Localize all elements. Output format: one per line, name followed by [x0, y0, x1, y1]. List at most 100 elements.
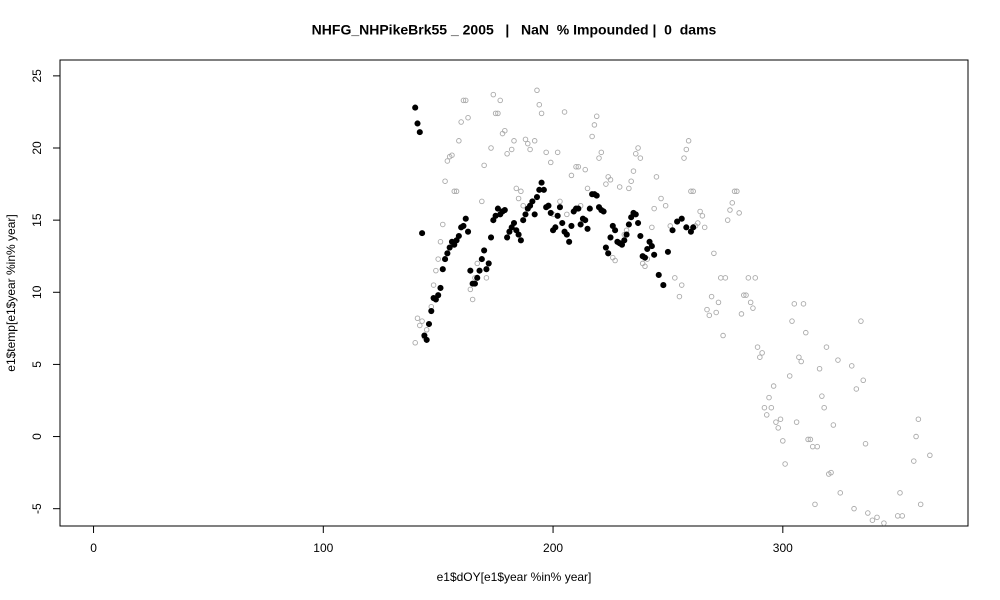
- point: [442, 178, 448, 184]
- point: [444, 158, 451, 164]
- point: [777, 416, 784, 422]
- point: [743, 292, 749, 298]
- point: [554, 149, 561, 156]
- point: [635, 145, 641, 151]
- point: [490, 91, 497, 98]
- point: [602, 244, 609, 251]
- point: [662, 202, 669, 209]
- point: [478, 256, 485, 263]
- point: [722, 275, 729, 281]
- point: [780, 438, 786, 444]
- point: [423, 336, 430, 343]
- point: [543, 149, 549, 156]
- point: [757, 354, 763, 360]
- point: [678, 282, 685, 288]
- point: [584, 185, 591, 192]
- point: [747, 299, 754, 306]
- point: [798, 358, 804, 365]
- point: [828, 469, 834, 476]
- point: [865, 510, 871, 516]
- point: [768, 404, 775, 411]
- point: [724, 217, 731, 223]
- point: [641, 254, 649, 261]
- point: [690, 188, 696, 195]
- point: [577, 221, 584, 228]
- point: [598, 149, 605, 156]
- point: [821, 404, 827, 411]
- point: [913, 433, 919, 440]
- point: [435, 256, 441, 262]
- point: [807, 436, 814, 443]
- point: [676, 293, 683, 300]
- point: [927, 452, 933, 459]
- point: [573, 164, 579, 170]
- point: [455, 232, 462, 240]
- point: [695, 220, 701, 226]
- point: [593, 113, 600, 120]
- point: [533, 194, 541, 201]
- point: [593, 192, 600, 199]
- point: [561, 109, 568, 115]
- point: [667, 223, 673, 229]
- point: [527, 146, 533, 153]
- point: [637, 155, 644, 161]
- y-tick-label: 5: [30, 361, 44, 368]
- point: [476, 267, 483, 274]
- point: [511, 138, 517, 144]
- point: [711, 250, 717, 257]
- x-axis-label: e1$dOY[e1$year %in% year]: [437, 570, 592, 584]
- point: [483, 266, 490, 273]
- x-tick-label: 0: [90, 541, 97, 555]
- point: [495, 110, 501, 117]
- point: [697, 208, 703, 215]
- point: [915, 416, 922, 422]
- point: [773, 419, 779, 425]
- point: [745, 275, 752, 281]
- point: [789, 318, 795, 324]
- point: [793, 419, 800, 425]
- point: [529, 198, 536, 205]
- point: [456, 138, 462, 144]
- point: [471, 280, 478, 287]
- point: [791, 301, 798, 307]
- point: [621, 237, 628, 244]
- point: [637, 232, 644, 240]
- point: [830, 422, 837, 428]
- point: [664, 248, 671, 255]
- point: [612, 227, 619, 234]
- point: [683, 146, 690, 153]
- point: [796, 354, 802, 360]
- point: [531, 211, 538, 218]
- point: [586, 205, 593, 212]
- point: [858, 318, 864, 324]
- y-tick-label: 10: [30, 285, 44, 299]
- point: [690, 224, 697, 231]
- point: [819, 393, 825, 399]
- point: [435, 292, 442, 299]
- point: [419, 318, 425, 324]
- point: [766, 394, 772, 401]
- point: [423, 327, 430, 333]
- point: [814, 443, 821, 450]
- point: [538, 110, 545, 117]
- point: [786, 373, 793, 379]
- point: [547, 209, 554, 216]
- point: [458, 119, 464, 125]
- point: [616, 184, 623, 190]
- point: [556, 204, 564, 211]
- point: [419, 230, 426, 237]
- point: [504, 151, 510, 157]
- point: [681, 155, 687, 161]
- point: [464, 228, 472, 235]
- point: [720, 332, 726, 339]
- point: [607, 176, 614, 183]
- point: [704, 306, 710, 313]
- point: [874, 514, 880, 521]
- point: [446, 244, 453, 251]
- point: [837, 490, 844, 496]
- point: [860, 377, 866, 384]
- point: [897, 490, 903, 496]
- point: [894, 513, 901, 519]
- point: [497, 97, 503, 104]
- point: [800, 301, 807, 307]
